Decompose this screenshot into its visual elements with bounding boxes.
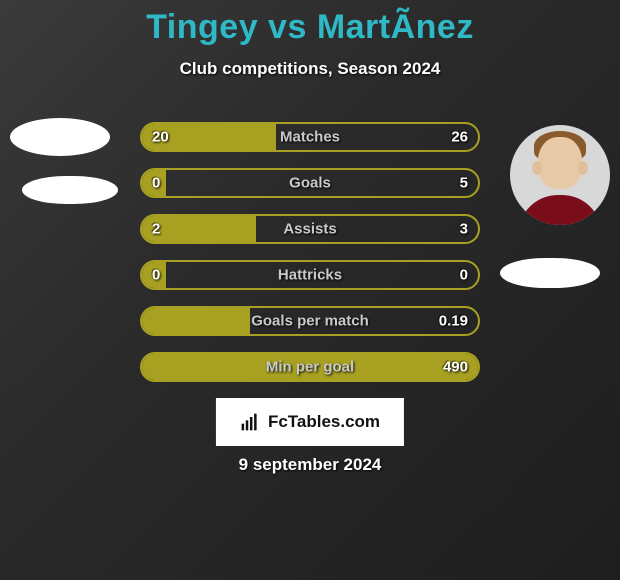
stat-row: 20 Matches 26	[140, 122, 480, 152]
stat-row: 0 Hattricks 0	[140, 260, 480, 290]
page-title: Tingey vs MartÃ­nez	[0, 0, 620, 47]
stat-label: Hattricks	[278, 267, 342, 284]
stat-value-right: 5	[460, 175, 468, 192]
stat-label: Assists	[283, 221, 336, 238]
player1-flag	[22, 176, 118, 204]
stat-value-right: 26	[451, 129, 468, 146]
stat-row: 0 Goals 5	[140, 168, 480, 198]
player1-avatar	[10, 118, 110, 156]
stat-value-left: 0	[152, 267, 160, 284]
player2-avatar	[510, 125, 610, 225]
stat-value-right: 0.19	[439, 313, 468, 330]
stat-value-right: 3	[460, 221, 468, 238]
stat-label: Goals per match	[251, 313, 369, 330]
stat-value-right: 490	[443, 359, 468, 376]
date-text: 9 september 2024	[239, 455, 382, 475]
stat-fill-player1	[142, 308, 250, 334]
subtitle: Club competitions, Season 2024	[0, 59, 620, 79]
stats-rows: 20 Matches 26 0 Goals 5 2 Assists 3 0 Hattricks 0 Go…	[140, 122, 480, 398]
stat-value-left: 2	[152, 221, 160, 238]
stat-value-left: 20	[152, 129, 169, 146]
brand-logo-icon	[240, 412, 260, 432]
stat-row: 2 Assists 3	[140, 214, 480, 244]
stat-label: Goals	[289, 175, 331, 192]
stat-row: Min per goal 490	[140, 352, 480, 382]
brand-badge: FcTables.com	[216, 398, 404, 446]
content-root: Tingey vs MartÃ­nez Club competitions, S…	[0, 0, 620, 580]
stat-label: Min per goal	[266, 359, 354, 376]
stat-label: Matches	[280, 129, 340, 146]
stat-value-right: 0	[460, 267, 468, 284]
player2-flag	[500, 258, 600, 288]
stat-value-left: 0	[152, 175, 160, 192]
stat-row: Goals per match 0.19	[140, 306, 480, 336]
brand-text: FcTables.com	[268, 412, 380, 432]
